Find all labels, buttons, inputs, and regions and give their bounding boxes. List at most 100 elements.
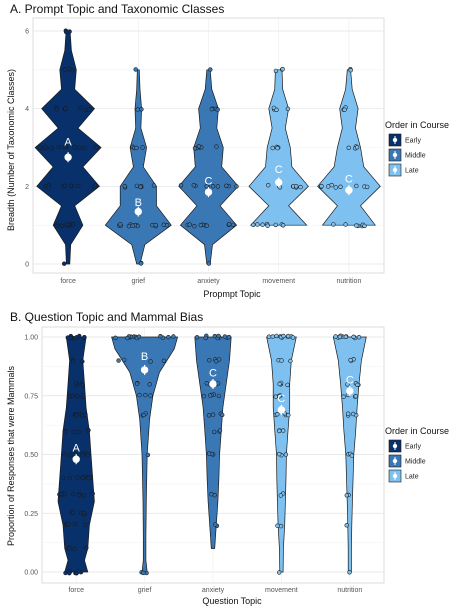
data-point (215, 107, 220, 112)
panel-a-y-label: Breadth (Number of Taxonomic Classes) (6, 69, 16, 231)
data-point (260, 222, 265, 227)
data-point (222, 334, 228, 339)
data-point (204, 184, 209, 189)
data-point (62, 430, 68, 435)
y-tick-label: 0 (25, 262, 29, 269)
mean-point-nutrition (345, 186, 353, 194)
data-point (209, 492, 214, 497)
data-point (349, 453, 355, 458)
data-point (133, 67, 138, 72)
panel-a-y-ticks: 0 2 4 6 (25, 29, 29, 269)
data-point (216, 333, 221, 339)
data-point (138, 184, 143, 190)
data-point (351, 334, 356, 339)
data-point (192, 224, 197, 229)
data-point (80, 475, 85, 481)
data-point (270, 145, 275, 151)
data-point (266, 183, 271, 188)
group-letter-grief: B (141, 351, 148, 363)
data-point (63, 67, 68, 72)
legend-swatch-dot (392, 167, 398, 173)
group-letter-nutrition: C (345, 174, 353, 186)
x-tick-force: force (60, 278, 76, 285)
data-point (67, 476, 73, 481)
group-letter-movement: C (277, 393, 285, 405)
group-letter-movement: C (275, 164, 283, 176)
data-point (130, 223, 135, 228)
panel-b-title: B. Question Topic and Mammal Bias (10, 310, 203, 324)
mean-point-anxiety (204, 188, 213, 196)
data-point (171, 334, 176, 339)
data-point (277, 381, 282, 387)
data-point (214, 144, 219, 149)
data-point (329, 182, 334, 188)
legend-label-early: Early (405, 138, 421, 145)
data-point (355, 382, 360, 387)
data-point (76, 183, 81, 189)
data-point (83, 412, 88, 417)
legend-label-middle: Middle (405, 153, 426, 160)
data-point (158, 334, 163, 339)
violin-anxiety (194, 336, 232, 549)
data-point (62, 452, 67, 457)
data-point (148, 393, 153, 398)
data-point (140, 145, 145, 150)
x-tick-movement: movement (265, 587, 298, 594)
data-point (277, 428, 282, 434)
data-point (71, 429, 76, 435)
data-point (37, 145, 42, 150)
data-point (341, 394, 346, 399)
y-tick-label: 2 (25, 184, 29, 191)
data-point (234, 184, 239, 189)
data-point (206, 261, 212, 266)
data-point (278, 493, 283, 498)
data-point (87, 107, 92, 112)
data-point (67, 570, 72, 576)
data-point (348, 67, 353, 73)
data-point (273, 68, 279, 74)
y-tick-label: 6 (25, 29, 29, 36)
data-point (67, 546, 72, 551)
data-point (134, 145, 139, 151)
data-point (126, 224, 132, 229)
mean-point-movement (275, 178, 283, 187)
data-point (136, 334, 142, 339)
data-point (65, 335, 71, 340)
data-point (275, 523, 280, 528)
data-point (224, 183, 229, 189)
x-tick-grief: grief (131, 278, 145, 285)
data-point (137, 392, 142, 398)
data-point (143, 392, 148, 398)
data-point (346, 145, 351, 151)
data-point (82, 335, 87, 340)
data-point (86, 476, 91, 481)
group-letter-force: A (64, 137, 72, 149)
data-point (59, 223, 65, 229)
data-point (337, 334, 343, 340)
data-point (78, 105, 83, 111)
data-point (75, 475, 80, 480)
data-point (61, 475, 66, 481)
data-point (345, 411, 351, 416)
data-point (145, 452, 151, 458)
data-point (80, 359, 85, 364)
data-point (285, 106, 291, 112)
data-point (46, 185, 51, 190)
data-point (343, 222, 348, 227)
data-point (216, 393, 222, 399)
data-point (59, 491, 64, 496)
panel-a-x-ticks: force grief anxiety movement nutrition (60, 278, 361, 285)
data-point (365, 184, 370, 190)
data-point (217, 428, 223, 433)
mean-point-force (64, 153, 72, 161)
mean-point-nutrition (346, 387, 354, 395)
data-point (82, 522, 88, 527)
panel-b-violins: A B C C C (57, 333, 367, 576)
x-tick-grief: grief (138, 587, 152, 594)
data-point (251, 222, 256, 228)
data-point (278, 523, 284, 529)
data-point (285, 382, 290, 388)
data-point (344, 493, 349, 498)
data-point (274, 107, 279, 113)
data-point (187, 222, 192, 227)
